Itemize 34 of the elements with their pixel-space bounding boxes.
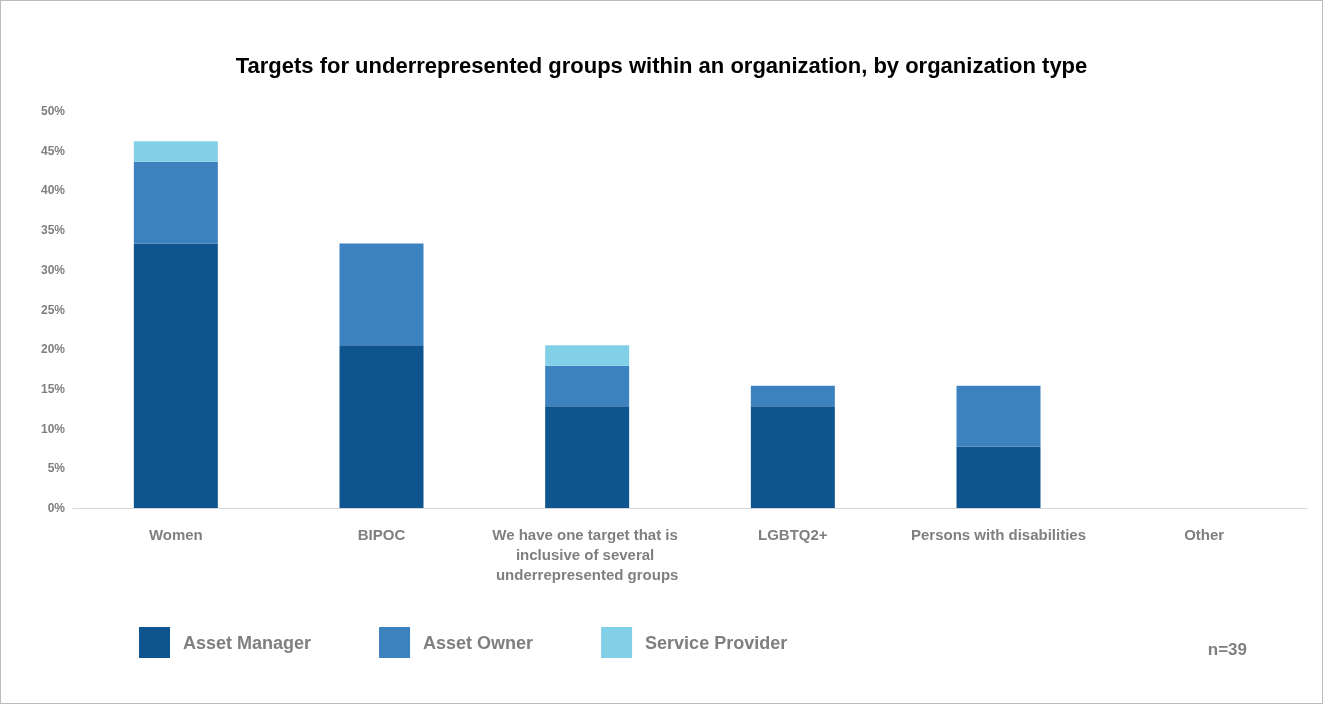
- bar: [956, 385, 1041, 447]
- bar: [133, 141, 218, 162]
- bar: [750, 385, 835, 407]
- bar: [545, 365, 630, 407]
- bar: [545, 345, 630, 366]
- bar: [339, 345, 424, 508]
- y-tick-label: 5%: [47, 461, 66, 476]
- text: n=39: [1207, 640, 1248, 659]
- bar: [750, 406, 835, 508]
- bar: [133, 161, 218, 244]
- y-tick-label: 35%: [40, 223, 66, 238]
- y-tick-label: 20%: [40, 342, 66, 357]
- y-tick-label: 45%: [40, 143, 66, 158]
- x-tick-label: Women: [148, 525, 203, 543]
- x-tick-label: Persons with disabilities: [910, 525, 1087, 543]
- x-tick-label: Other: [1184, 525, 1225, 543]
- y-tick-label: 40%: [40, 183, 66, 198]
- y-tick-label: 15%: [40, 381, 66, 396]
- x-tick-label: LGBTQ2+: [758, 525, 828, 543]
- bar: [339, 243, 424, 346]
- legend-label: Asset Owner: [423, 632, 534, 653]
- x-tick-label: BIPOC: [357, 525, 406, 543]
- legend-label: Asset Manager: [183, 632, 312, 653]
- y-tick-label: 25%: [40, 302, 66, 317]
- legend-label: Service Provider: [645, 632, 788, 653]
- x-tick-label: We have one target that is inclusive of several underrepresented groups: [492, 525, 683, 583]
- y-tick-label: 0%: [47, 501, 66, 515]
- bar: [133, 243, 218, 508]
- chart-title: Targets for underrepresented groups within an organization, by organization type: [235, 52, 1088, 78]
- y-tick-label: 50%: [40, 104, 66, 118]
- bar: [956, 446, 1041, 508]
- y-tick-label: 10%: [40, 421, 66, 436]
- bar: [545, 406, 630, 508]
- y-tick-label: 30%: [40, 262, 66, 277]
